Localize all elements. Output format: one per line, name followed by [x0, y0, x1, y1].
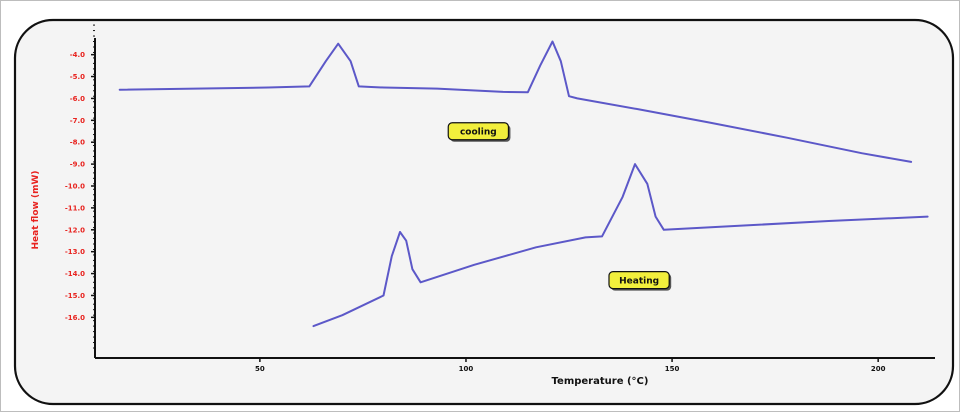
series-layer	[118, 40, 929, 328]
annotation-layer: cooling Heating	[447, 122, 672, 291]
annotation-text: cooling	[460, 127, 497, 137]
y-tick-label: -8.0	[70, 139, 85, 147]
y-tick-label: -5.0	[70, 73, 85, 81]
y-tick-label: -16.0	[65, 314, 85, 322]
cooling-curve	[118, 40, 913, 163]
annotation-text: Heating	[619, 276, 659, 286]
annotation-cooling: cooling	[447, 122, 511, 142]
y-tick-label: -14.0	[65, 270, 85, 278]
x-axis: 50 100 150 200	[95, 357, 935, 373]
annotation-box	[447, 122, 510, 141]
y-axis-title: Heat flow (mW)	[31, 171, 41, 250]
x-tick-label: 200	[871, 365, 886, 373]
x-tick-label: 50	[255, 365, 265, 373]
y-tick-label: -13.0	[65, 248, 85, 256]
y-tick-label: -12.0	[65, 226, 85, 234]
annotation-heating: Heating	[608, 271, 672, 291]
x-tick-label: 150	[665, 365, 680, 373]
y-tick-label: -7.0	[70, 117, 85, 125]
y-axis: -4.0 -5.0 -6.0 -7.0 -8.0 -9.0 -10.0 -11.0 -12.0 -…	[65, 24, 96, 358]
y-tick-label: -6.0	[70, 95, 85, 103]
y-tick-label: -10.0	[65, 183, 85, 191]
y-tick-label: -4.0	[70, 51, 85, 59]
y-tick-label: -9.0	[70, 161, 85, 169]
annotation-box	[608, 271, 670, 290]
y-tick-label: -11.0	[65, 204, 85, 212]
x-axis-title: Temperature (°C)	[552, 376, 649, 387]
y-tick-label: -15.0	[65, 292, 85, 300]
x-tick-label: 100	[459, 365, 474, 373]
heating-curve	[312, 163, 929, 328]
chart-panel	[13, 18, 955, 406]
